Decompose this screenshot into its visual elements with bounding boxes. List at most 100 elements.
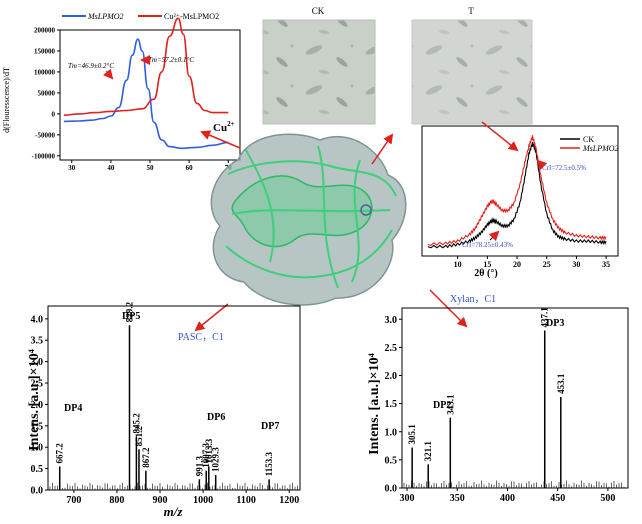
- dsf-y-tick-label: 50000: [38, 89, 56, 97]
- ms-pasc-plot-frame: [47, 305, 301, 491]
- ms-xylan-y-axis-label: Intens. [a.u.]×10⁴: [367, 352, 382, 454]
- dsf-y-tick-label: -100000: [32, 152, 56, 160]
- dsf-series-line-1: [63, 17, 229, 116]
- mspasc-peak-label-1: 829.2: [125, 302, 135, 323]
- xrd-cri-ck-arrow: [536, 159, 548, 171]
- arrow-to-dsf: [200, 130, 241, 149]
- mspasc-peak-label-4: 867.2: [141, 447, 151, 468]
- dsf-tm-red-label: Tm=57.2±0.1°C: [148, 56, 194, 64]
- msxyl-x-tick-label: 500: [600, 493, 615, 504]
- msxyl-peak-label-3: 437.1: [540, 307, 550, 328]
- ms-xylan-plot-frame: [401, 307, 629, 489]
- dsf-y-tick-label: 0: [52, 110, 56, 118]
- msxyl-x-tick-label: 450: [550, 493, 565, 504]
- ms-xylan-noise: [403, 480, 625, 488]
- microscopy-image-ck: [262, 19, 376, 125]
- mspasc-y-tick-label: 0.5: [31, 464, 44, 475]
- msxyl-y-tick-label: 3.0: [385, 315, 398, 326]
- mspasc-peak-label-6: 1007.3: [201, 442, 211, 467]
- arrow-to-ms-pasc: [194, 303, 229, 332]
- protein-loops: [225, 145, 397, 289]
- ms-xylan-panel: 0.0 0.5 1.0 1.5 2.0 2.5 3.0 300 350 400 450 500 30…: [367, 307, 629, 504]
- ms-xylan-peaks: 305.1 321.1 343.1 437.1 453.1: [407, 307, 566, 488]
- mspasc-y-tick-label: 0.0: [31, 486, 44, 497]
- msxyl-y-tick-label: 0.0: [385, 484, 398, 495]
- mspasc-x-tick-label: 900: [153, 495, 168, 506]
- mspasc-peak-label-0: 667.2: [55, 443, 65, 464]
- xrd-x-tick-label: 20: [513, 260, 521, 269]
- dsf-legend-cu-mslpmo2: Cu²⁺-MsLPMO2: [164, 12, 219, 21]
- msxyl-peak-label-2: 343.1: [445, 394, 455, 415]
- mspasc-x-tick-label: 800: [109, 495, 124, 506]
- mspasc-peak-label-7: 1013.3: [204, 438, 214, 463]
- xrd-x-ticks: 10 15 20 25 30 35: [454, 256, 610, 269]
- msxyl-y-tick-label: 1.0: [385, 427, 398, 438]
- xylan-label: Xylan，C1: [450, 294, 496, 305]
- dsf-x-tick-label: 40: [107, 164, 115, 172]
- ms-xylan-dp3-label: DP3: [546, 318, 564, 329]
- mspasc-y-tick-label: 4.0: [31, 314, 44, 325]
- pasc-label: PASC，C1: [178, 332, 224, 343]
- msxyl-y-tick-label: 2.0: [385, 371, 398, 382]
- dsf-legend-mslpmo2: MsLPMO2: [87, 12, 124, 21]
- xrd-series: [427, 135, 607, 249]
- mspasc-y-tick-label: 3.0: [31, 357, 44, 368]
- mspasc-peak-label-8: 1029.3: [211, 447, 221, 472]
- msxyl-peak-label-4: 453.1: [556, 373, 566, 394]
- mspasc-x-tick-label: 1100: [236, 495, 255, 506]
- msxyl-peak-label-1: 321.1: [423, 441, 433, 462]
- xrd-x-tick-label: 30: [572, 260, 580, 269]
- mspasc-y-tick-label: 2.0: [31, 400, 44, 411]
- ms-pasc-x-ticks: 700 800 900 1000 1100 1200: [66, 490, 299, 506]
- xrd-legend-ck: CK: [583, 135, 594, 144]
- dsf-x-tick-label: 50: [147, 164, 155, 172]
- msxyl-x-tick-label: 400: [500, 493, 515, 504]
- dsf-x-tick-label: 30: [68, 164, 76, 172]
- dsf-y-ticks: -100000 -50000 0 50000 100000 150000 200000: [32, 26, 60, 160]
- dsf-y-axis-label: d(Flouresscence)/dT: [2, 67, 11, 133]
- msxyl-peak-label-0: 305.1: [407, 424, 417, 445]
- ms-pasc-noise: [49, 482, 298, 490]
- mspasc-peak-label-5: 991.3: [194, 456, 204, 477]
- xrd-x-tick-label: 10: [454, 260, 462, 269]
- dsf-panel: -100000 -50000 0 50000 100000 150000 200000 30…: [2, 12, 241, 172]
- mspasc-y-tick-label: 1.0: [31, 443, 44, 454]
- ms-pasc-y-axis-label: Intens. [a.u.]×10⁴: [27, 348, 42, 450]
- ms-xylan-x-ticks: 300 350 400 450 500: [400, 488, 615, 504]
- mspasc-y-tick-label: 2.5: [31, 379, 44, 390]
- mspasc-x-tick-label: 1200: [279, 495, 299, 506]
- xrd-cri-t-arrow: [488, 230, 500, 242]
- msxyl-x-tick-label: 350: [450, 493, 465, 504]
- dsf-y-tick-label: 100000: [34, 68, 56, 76]
- mspasc-baseline-noise: [49, 482, 298, 490]
- dsf-y-tick-label: -50000: [35, 131, 55, 139]
- mspasc-peak-label-9: 1153.3: [264, 452, 274, 477]
- cu-label: Cu2+: [213, 120, 235, 134]
- xrd-legend-mslpmo2: MsLPMO2: [582, 144, 619, 153]
- mspasc-y-tick-label: 1.5: [31, 421, 44, 432]
- dsf-x-ticks: 3040506070: [68, 160, 232, 172]
- xrd-cri-t-label: CrI=78.25±0.43%: [462, 241, 513, 249]
- xrd-x-tick-label: 35: [602, 260, 610, 269]
- ms-pasc-y-ticks: 0.0 0.5 1.0 1.5 2.0 2.5 3.0 3.5 4.0: [31, 314, 48, 497]
- xrd-x-axis-label: 2θ (°): [474, 268, 497, 279]
- msxyl-y-tick-label: 2.5: [385, 343, 398, 354]
- mspasc-peak-label-3: 851.2: [134, 426, 144, 447]
- micro-ck-label: CK: [312, 6, 325, 16]
- mspasc-x-tick-label: 700: [66, 495, 81, 506]
- dsf-y-tick-label: 150000: [34, 47, 56, 55]
- protein-structure: [210, 133, 407, 306]
- dsf-tm-blue-label: Tm=46.9±0.2°C: [68, 62, 114, 70]
- ms-pasc-panel: 0.0 0.5 1.0 1.5 2.0 2.5 3.0 3.5 4.0 700 800 900 100…: [27, 302, 301, 519]
- mspasc-peak-label-2: 845.2: [131, 413, 141, 434]
- xrd-panel: 10 15 20 25 30 35 2θ (°) CK MsLPMO2 CrI=72.5±…: [421, 125, 619, 279]
- msxyl-x-tick-label: 300: [400, 493, 415, 504]
- ms-pasc-dp6-label: DP6: [207, 412, 225, 423]
- msxyl-y-tick-label: 1.5: [385, 399, 398, 410]
- ms-xylan-y-ticks: 0.0 0.5 1.0 1.5 2.0 2.5 3.0: [385, 315, 402, 495]
- arrow-to-microscopy: [371, 133, 394, 165]
- xrd-series-line-0: [427, 141, 607, 249]
- ms-xylan-dp2-label: DP2: [433, 400, 451, 411]
